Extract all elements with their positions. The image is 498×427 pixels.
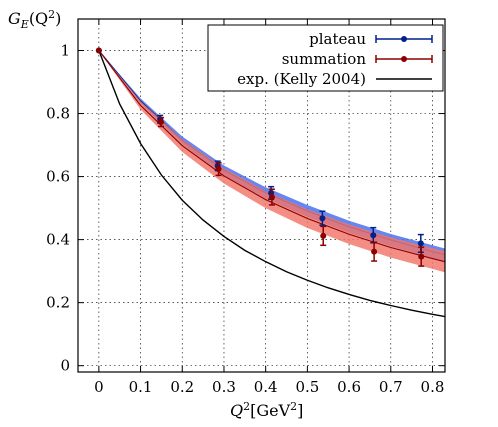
summation-points (95, 47, 425, 267)
y-tick-label: 0.2 (46, 294, 70, 312)
summation-point (371, 248, 378, 255)
y-axis-title: GE(Q2) (8, 8, 61, 31)
y-axis-title-close: ) (55, 9, 61, 28)
x-axis-title-main: Q (230, 401, 243, 420)
summation-fit-band (98, 50, 445, 273)
y-tick-label: 0.4 (46, 231, 70, 249)
x-tick-label: 0.3 (212, 378, 236, 396)
legend: plateau summation exp. (Kelly 2004) (207, 24, 444, 92)
x-axis-title-unit-sup: 2 (290, 400, 297, 413)
plateau-fit-band (98, 50, 445, 262)
plot-frame (77, 18, 446, 373)
summation-point (157, 119, 164, 126)
x-tick-label: 0.4 (254, 378, 278, 396)
x-tick-label: 0.8 (421, 378, 445, 396)
x-axis-title-unit-close: ] (297, 401, 303, 420)
y-axis-title-main: G (8, 9, 21, 28)
x-tick-label: 0.2 (170, 378, 194, 396)
axes: 0 0.1 0.2 0.3 0.4 0.5 0.6 0.7 0.8 0 0.2 0.4 0.6 0.8 1 (46, 19, 445, 396)
summation-point (215, 166, 222, 173)
legend-label: exp. (Kelly 2004) (237, 70, 366, 88)
y-axis-title-open: (Q (29, 9, 48, 28)
y-axis-title-sub: E (20, 18, 29, 31)
summation-point (95, 47, 102, 54)
x-tick-label: 0.6 (337, 378, 361, 396)
plateau-point (319, 215, 326, 222)
x-tick-label: 0.5 (295, 378, 319, 396)
x-tick-label: 0.1 (129, 378, 153, 396)
y-tick-label: 0.6 (46, 168, 70, 186)
y-tick-label: 0 (60, 357, 70, 375)
y-axis-title-sup: 2 (48, 8, 55, 21)
x-axis-title-unit-open: [GeV (250, 401, 290, 420)
y-tick-label: 0.8 (46, 105, 70, 123)
legend-label: plateau (309, 30, 366, 48)
x-axis-title-sup: 2 (243, 400, 250, 413)
plateau-point (370, 232, 377, 239)
summation-point (320, 232, 327, 239)
y-tick-label: 1 (60, 42, 70, 60)
legend-label: summation (282, 50, 367, 68)
plateau-point (417, 240, 424, 247)
legend-swatch-point (401, 56, 407, 62)
x-axis-title: Q2[GeV2] (230, 400, 303, 420)
summation-point (268, 194, 275, 201)
x-tick-label: 0 (94, 378, 104, 396)
plot-content (95, 47, 445, 318)
summation-point (418, 253, 425, 260)
x-tick-label: 0.7 (379, 378, 403, 396)
legend-swatch-point (401, 36, 407, 42)
kelly-2004-curve (98, 50, 445, 318)
